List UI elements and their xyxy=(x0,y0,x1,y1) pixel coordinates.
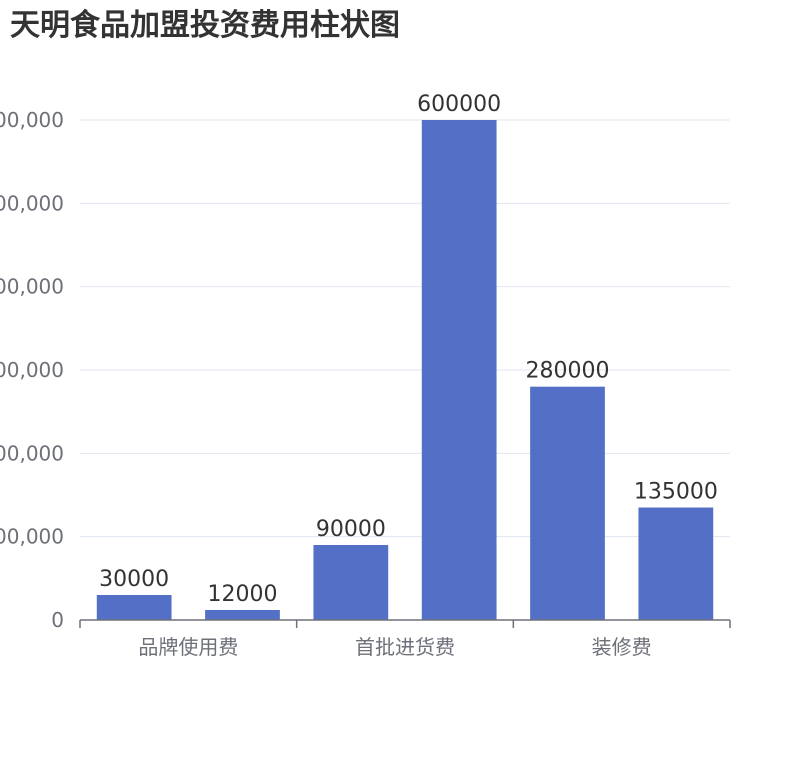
data-label: 600000 xyxy=(417,92,501,117)
data-labels: 30000 12000 90000 600000 280000 135000 xyxy=(99,92,718,607)
x-tick-label: 品牌使用费 xyxy=(138,635,238,659)
data-label: 280000 xyxy=(526,359,610,384)
y-tick-label: 00,000 xyxy=(0,191,64,215)
x-tick-label: 首批进货费 xyxy=(355,635,455,659)
grid-lines xyxy=(80,119,730,538)
bar xyxy=(421,120,497,620)
data-label: 90000 xyxy=(316,517,386,542)
data-label: 12000 xyxy=(208,582,278,607)
y-tick-label: 00,000 xyxy=(0,275,64,299)
bar xyxy=(638,507,714,620)
y-tick-label: 00,000 xyxy=(0,525,64,549)
x-axis: 品牌使用费 首批进货费 装修费 xyxy=(79,619,731,659)
data-label: 135000 xyxy=(634,480,718,505)
y-tick-label: 00,000 xyxy=(0,358,64,382)
bar xyxy=(205,610,280,620)
data-label: 30000 xyxy=(99,567,169,592)
y-tick-label: 0 xyxy=(51,608,64,632)
y-tick-label: 00,000 xyxy=(0,108,64,132)
bars xyxy=(96,120,714,620)
y-axis-labels: 0 00,000 00,000 00,000 00,000 00,000 00,000 xyxy=(0,108,64,632)
y-tick-label: 00,000 xyxy=(0,441,64,465)
bar xyxy=(530,386,605,620)
chart-title: 天明食品加盟投资费用柱状图 xyxy=(10,8,400,43)
bar xyxy=(313,545,389,620)
x-tick-label: 装修费 xyxy=(592,635,652,659)
bar xyxy=(96,595,172,620)
